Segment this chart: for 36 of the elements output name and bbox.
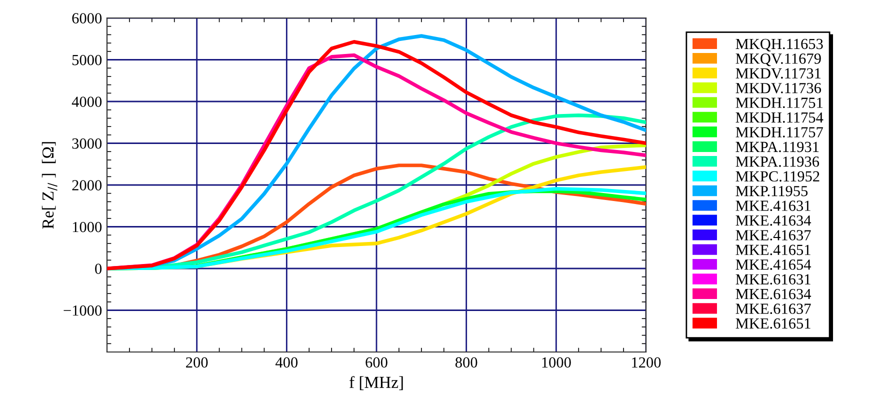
y-tick-label: 5000 — [72, 54, 102, 66]
legend-label: MKE.41631 — [736, 200, 810, 212]
legend-label: MKE.61631 — [736, 274, 810, 285]
legend-label: MKE.41634 — [736, 215, 812, 226]
y-tick-label: 3000 — [72, 138, 102, 149]
legend-label: MKE.41637 — [736, 230, 811, 240]
legend-label: MKE.61637 — [736, 304, 811, 314]
legend-label: MKPA.11936 — [736, 156, 820, 167]
legend-label: MKQV.11679 — [736, 54, 821, 66]
legend-label: MKQH.11653 — [736, 38, 823, 52]
legend-label: MKDV.11736 — [736, 82, 822, 94]
legend-label: MKDV.11731 — [736, 68, 821, 79]
legend-label: MKPC.11952 — [736, 171, 820, 182]
y-axis-title: Re[ Z$_{//}$ ] [Ω] — [42, 142, 58, 229]
legend-label: MKDH.11751 — [736, 98, 823, 108]
x-axis-title: f [MHz] — [349, 376, 403, 390]
y-tick-label: 2000 — [72, 180, 102, 190]
legend-label: MKE.61634 — [736, 288, 812, 300]
legend-label: MKP.11955 — [736, 186, 808, 196]
x-tick-label: 800 — [455, 357, 478, 368]
legend-label: MKPA.11931 — [736, 142, 819, 152]
y-tick-label: 6000 — [72, 13, 102, 24]
y-tick-label: 1000 — [72, 222, 102, 232]
legend-label: MKDH.11754 — [736, 112, 824, 123]
x-tick-label: 200 — [186, 357, 208, 368]
legend-label: MKE.41651 — [736, 244, 810, 256]
y-tick-label: −1000 — [64, 305, 102, 316]
legend-label: MKDH.11757 — [736, 127, 823, 138]
x-tick-label: 1200 — [632, 357, 661, 368]
y-tick-label: 4000 — [72, 96, 102, 107]
x-tick-label: 400 — [276, 357, 298, 368]
y-tick-label: 0 — [95, 264, 102, 274]
legend-label: MKE.61651 — [736, 318, 810, 329]
x-tick-label: 600 — [366, 357, 388, 368]
x-tick-label: 1000 — [542, 357, 571, 368]
legend-label: MKE.41654 — [736, 260, 812, 270]
